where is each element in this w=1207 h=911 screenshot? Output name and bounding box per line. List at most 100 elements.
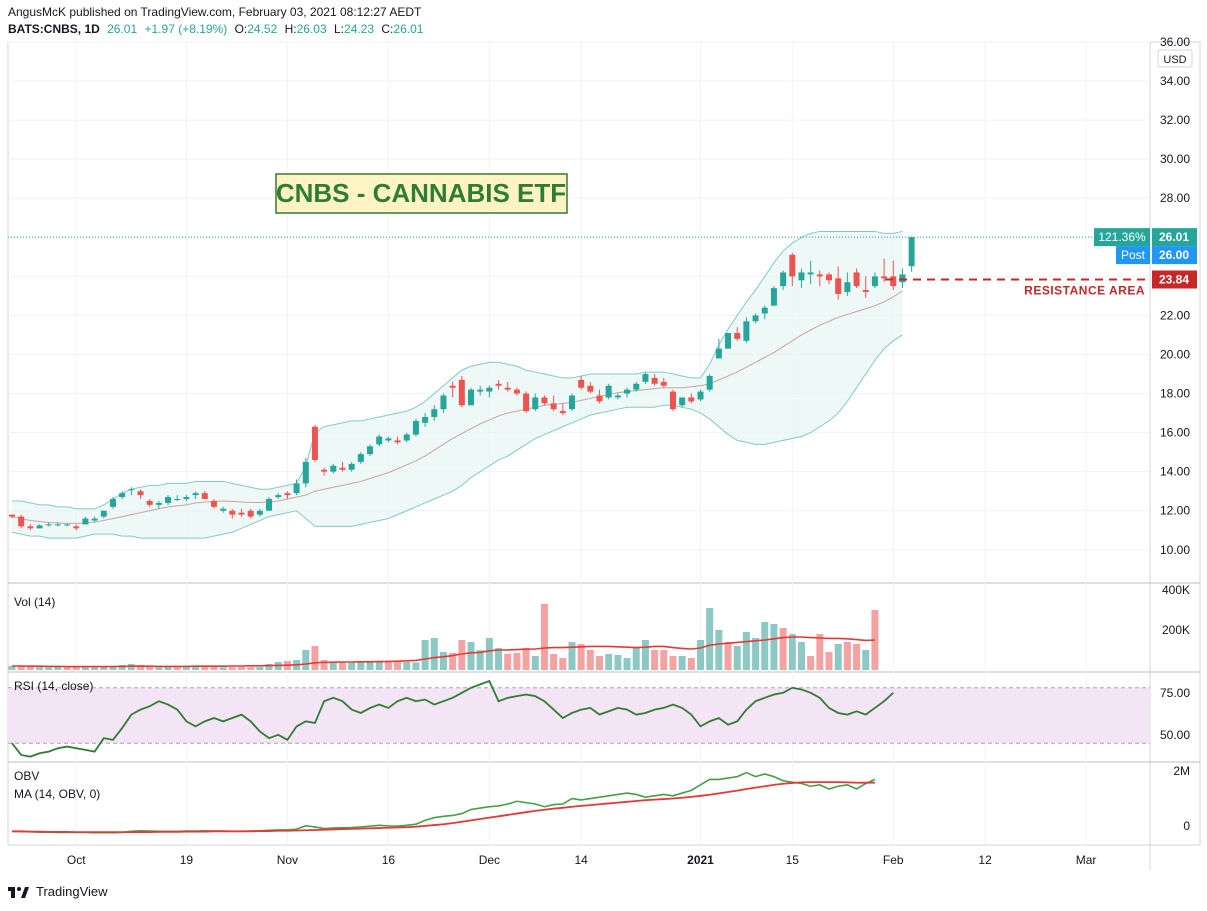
candle-body: [835, 278, 842, 294]
candle: [174, 495, 181, 501]
candle: [137, 489, 144, 500]
candle-body: [495, 383, 502, 386]
volume-bar: [540, 604, 548, 670]
candle: [752, 313, 759, 324]
candle-body: [504, 387, 511, 390]
candle-body: [807, 272, 814, 275]
candle-body: [321, 469, 328, 472]
candle: [734, 327, 741, 341]
x-tick-label: 19: [180, 853, 194, 867]
candle-body: [477, 389, 484, 392]
volume-bar: [228, 667, 236, 670]
obv-ma-title: MA (14, OBV, 0): [14, 787, 100, 801]
candle-body: [192, 493, 199, 496]
candle-body: [642, 374, 649, 382]
candle: [330, 463, 337, 474]
candle: [357, 452, 364, 464]
candle: [201, 491, 208, 500]
volume-bar: [862, 650, 870, 670]
rsi-line: [11, 679, 894, 758]
candle: [109, 497, 116, 509]
candle-body: [64, 524, 71, 526]
candle: [486, 385, 493, 398]
volume-bar: [807, 656, 815, 670]
candle: [210, 499, 217, 509]
volume-bar: [513, 653, 521, 670]
chart-header: AngusMcK published on TradingView.com, F…: [8, 4, 427, 38]
candle-body: [587, 385, 594, 392]
candle-body: [605, 385, 612, 398]
volume-bar: [779, 628, 787, 670]
price-tick-label: 32.00: [1160, 113, 1190, 127]
candle: [468, 387, 474, 406]
candle-body: [18, 516, 25, 527]
candle: [100, 510, 107, 519]
candle: [247, 508, 254, 519]
volume-bar: [605, 654, 613, 670]
candle: [385, 436, 392, 443]
candle-body: [412, 420, 419, 435]
volume-bar: [568, 642, 576, 670]
candle-body: [798, 272, 805, 281]
price-tick-label: 36.00: [1160, 35, 1190, 49]
volume-bar: [394, 662, 402, 670]
candle-body: [119, 493, 126, 498]
obv-tick-label: 0: [1183, 819, 1190, 833]
tradingview-footer[interactable]: TradingView: [8, 884, 108, 899]
candle-body: [266, 499, 273, 511]
volume-bar: [238, 667, 245, 670]
close-label: C:26.01: [381, 22, 424, 36]
candle: [669, 389, 676, 412]
candle-body: [229, 510, 236, 515]
candle-body: [568, 395, 575, 410]
candle-body: [660, 381, 667, 386]
candle: [54, 522, 61, 527]
candle-body: [403, 434, 410, 441]
post-price-label: 26.00: [1159, 248, 1189, 262]
candle: [881, 258, 888, 283]
candle-body: [367, 446, 374, 455]
price-tick-label: 14.00: [1160, 465, 1190, 479]
volume-bar: [192, 666, 200, 670]
chart-title-box: CNBS - CANNABIS ETF: [275, 173, 568, 214]
candle: [27, 524, 34, 531]
obv-pane-title: OBV: [14, 769, 39, 783]
candle-body: [468, 389, 474, 406]
volume-bar: [54, 667, 62, 670]
volume-bar: [825, 652, 833, 670]
volume-bar: [357, 662, 365, 670]
rsi-tick-label: 75.00: [1160, 686, 1190, 700]
candle: [660, 377, 667, 388]
x-tick-label: Feb: [883, 853, 904, 867]
candle: [192, 491, 199, 500]
candle: [789, 252, 796, 287]
candle: [311, 424, 318, 462]
candle-body: [82, 518, 89, 525]
volume-bar: [375, 661, 383, 670]
volume-bar: [91, 667, 99, 670]
candle-body: [513, 389, 520, 394]
volume-bar: [632, 648, 640, 670]
candle: [523, 391, 530, 414]
candle-body: [523, 393, 530, 412]
candle-body: [183, 497, 190, 500]
candle-body: [146, 500, 153, 505]
candle-body: [302, 461, 309, 484]
volume-bar: [724, 642, 732, 670]
candle-body: [293, 483, 300, 494]
volume-bar: [320, 660, 328, 670]
rsi-pane-title: RSI (14, close): [14, 679, 93, 693]
candle-body: [73, 526, 80, 529]
candle: [403, 432, 410, 443]
candle-body: [715, 348, 722, 359]
volume-bar: [843, 642, 851, 670]
obv-tick-label: 2M: [1173, 764, 1190, 778]
candle: [871, 272, 878, 289]
candle-body: [596, 395, 603, 402]
volume-bar: [412, 662, 420, 670]
candle-body: [247, 510, 254, 517]
volume-bar: [550, 654, 558, 670]
volume-bar: [476, 650, 484, 670]
volume-bar: [678, 656, 686, 670]
